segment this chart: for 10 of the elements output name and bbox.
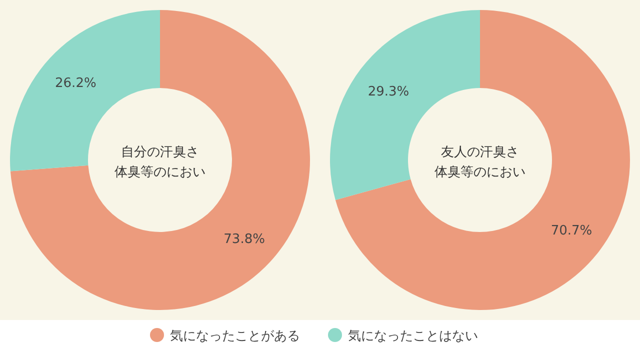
data-label: 26.2% [55,76,96,91]
legend-label: 気になったことがある [170,329,300,344]
legend-label: 気になったことはない [348,329,478,344]
text: 体臭等のにおい [114,165,206,180]
data-label: 29.3% [368,84,410,100]
data-label: 73.8% [224,232,265,248]
text: 友人の汗臭さ [441,145,519,160]
text: 自分の汗臭さ [121,145,199,160]
data-label: 70.7% [550,224,592,239]
text: 体臭等のにおい [434,165,526,180]
